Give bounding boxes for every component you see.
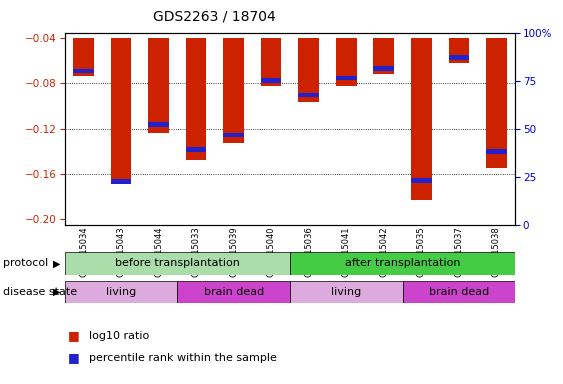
Bar xyxy=(224,132,244,137)
Text: living: living xyxy=(106,287,136,297)
Bar xyxy=(148,122,169,127)
Text: ■: ■ xyxy=(68,351,79,364)
Text: ▶: ▶ xyxy=(53,258,61,268)
Bar xyxy=(186,38,207,160)
Bar xyxy=(486,149,507,154)
Text: ▶: ▶ xyxy=(53,287,61,297)
Bar xyxy=(65,281,177,303)
Bar xyxy=(111,179,131,184)
Bar xyxy=(449,38,469,63)
Text: disease state: disease state xyxy=(3,287,77,297)
Bar xyxy=(403,281,515,303)
Bar xyxy=(290,281,403,303)
Bar xyxy=(148,38,169,133)
Text: before transplantation: before transplantation xyxy=(115,258,240,268)
Bar xyxy=(73,69,94,73)
Bar xyxy=(336,76,356,80)
Bar xyxy=(449,55,469,60)
Bar xyxy=(373,66,394,71)
Bar xyxy=(73,38,94,76)
Bar xyxy=(486,38,507,168)
Bar xyxy=(411,178,432,183)
Bar xyxy=(65,252,290,275)
Bar xyxy=(186,147,207,152)
Bar xyxy=(336,38,356,86)
Bar xyxy=(111,38,131,183)
Bar xyxy=(411,38,432,200)
Bar xyxy=(373,38,394,74)
Text: percentile rank within the sample: percentile rank within the sample xyxy=(89,353,277,363)
Text: protocol: protocol xyxy=(3,258,48,268)
Bar xyxy=(177,281,290,303)
Bar xyxy=(298,93,319,98)
Text: log10 ratio: log10 ratio xyxy=(89,331,149,341)
Text: after transplantation: after transplantation xyxy=(345,258,461,268)
Bar xyxy=(290,252,515,275)
Text: brain dead: brain dead xyxy=(203,287,264,297)
Bar xyxy=(298,38,319,101)
Bar xyxy=(261,78,282,83)
Text: ■: ■ xyxy=(68,329,79,343)
Text: GDS2263 / 18704: GDS2263 / 18704 xyxy=(153,10,275,23)
Bar xyxy=(261,38,282,86)
Text: brain dead: brain dead xyxy=(428,287,489,297)
Text: living: living xyxy=(331,287,361,297)
Bar xyxy=(224,38,244,143)
